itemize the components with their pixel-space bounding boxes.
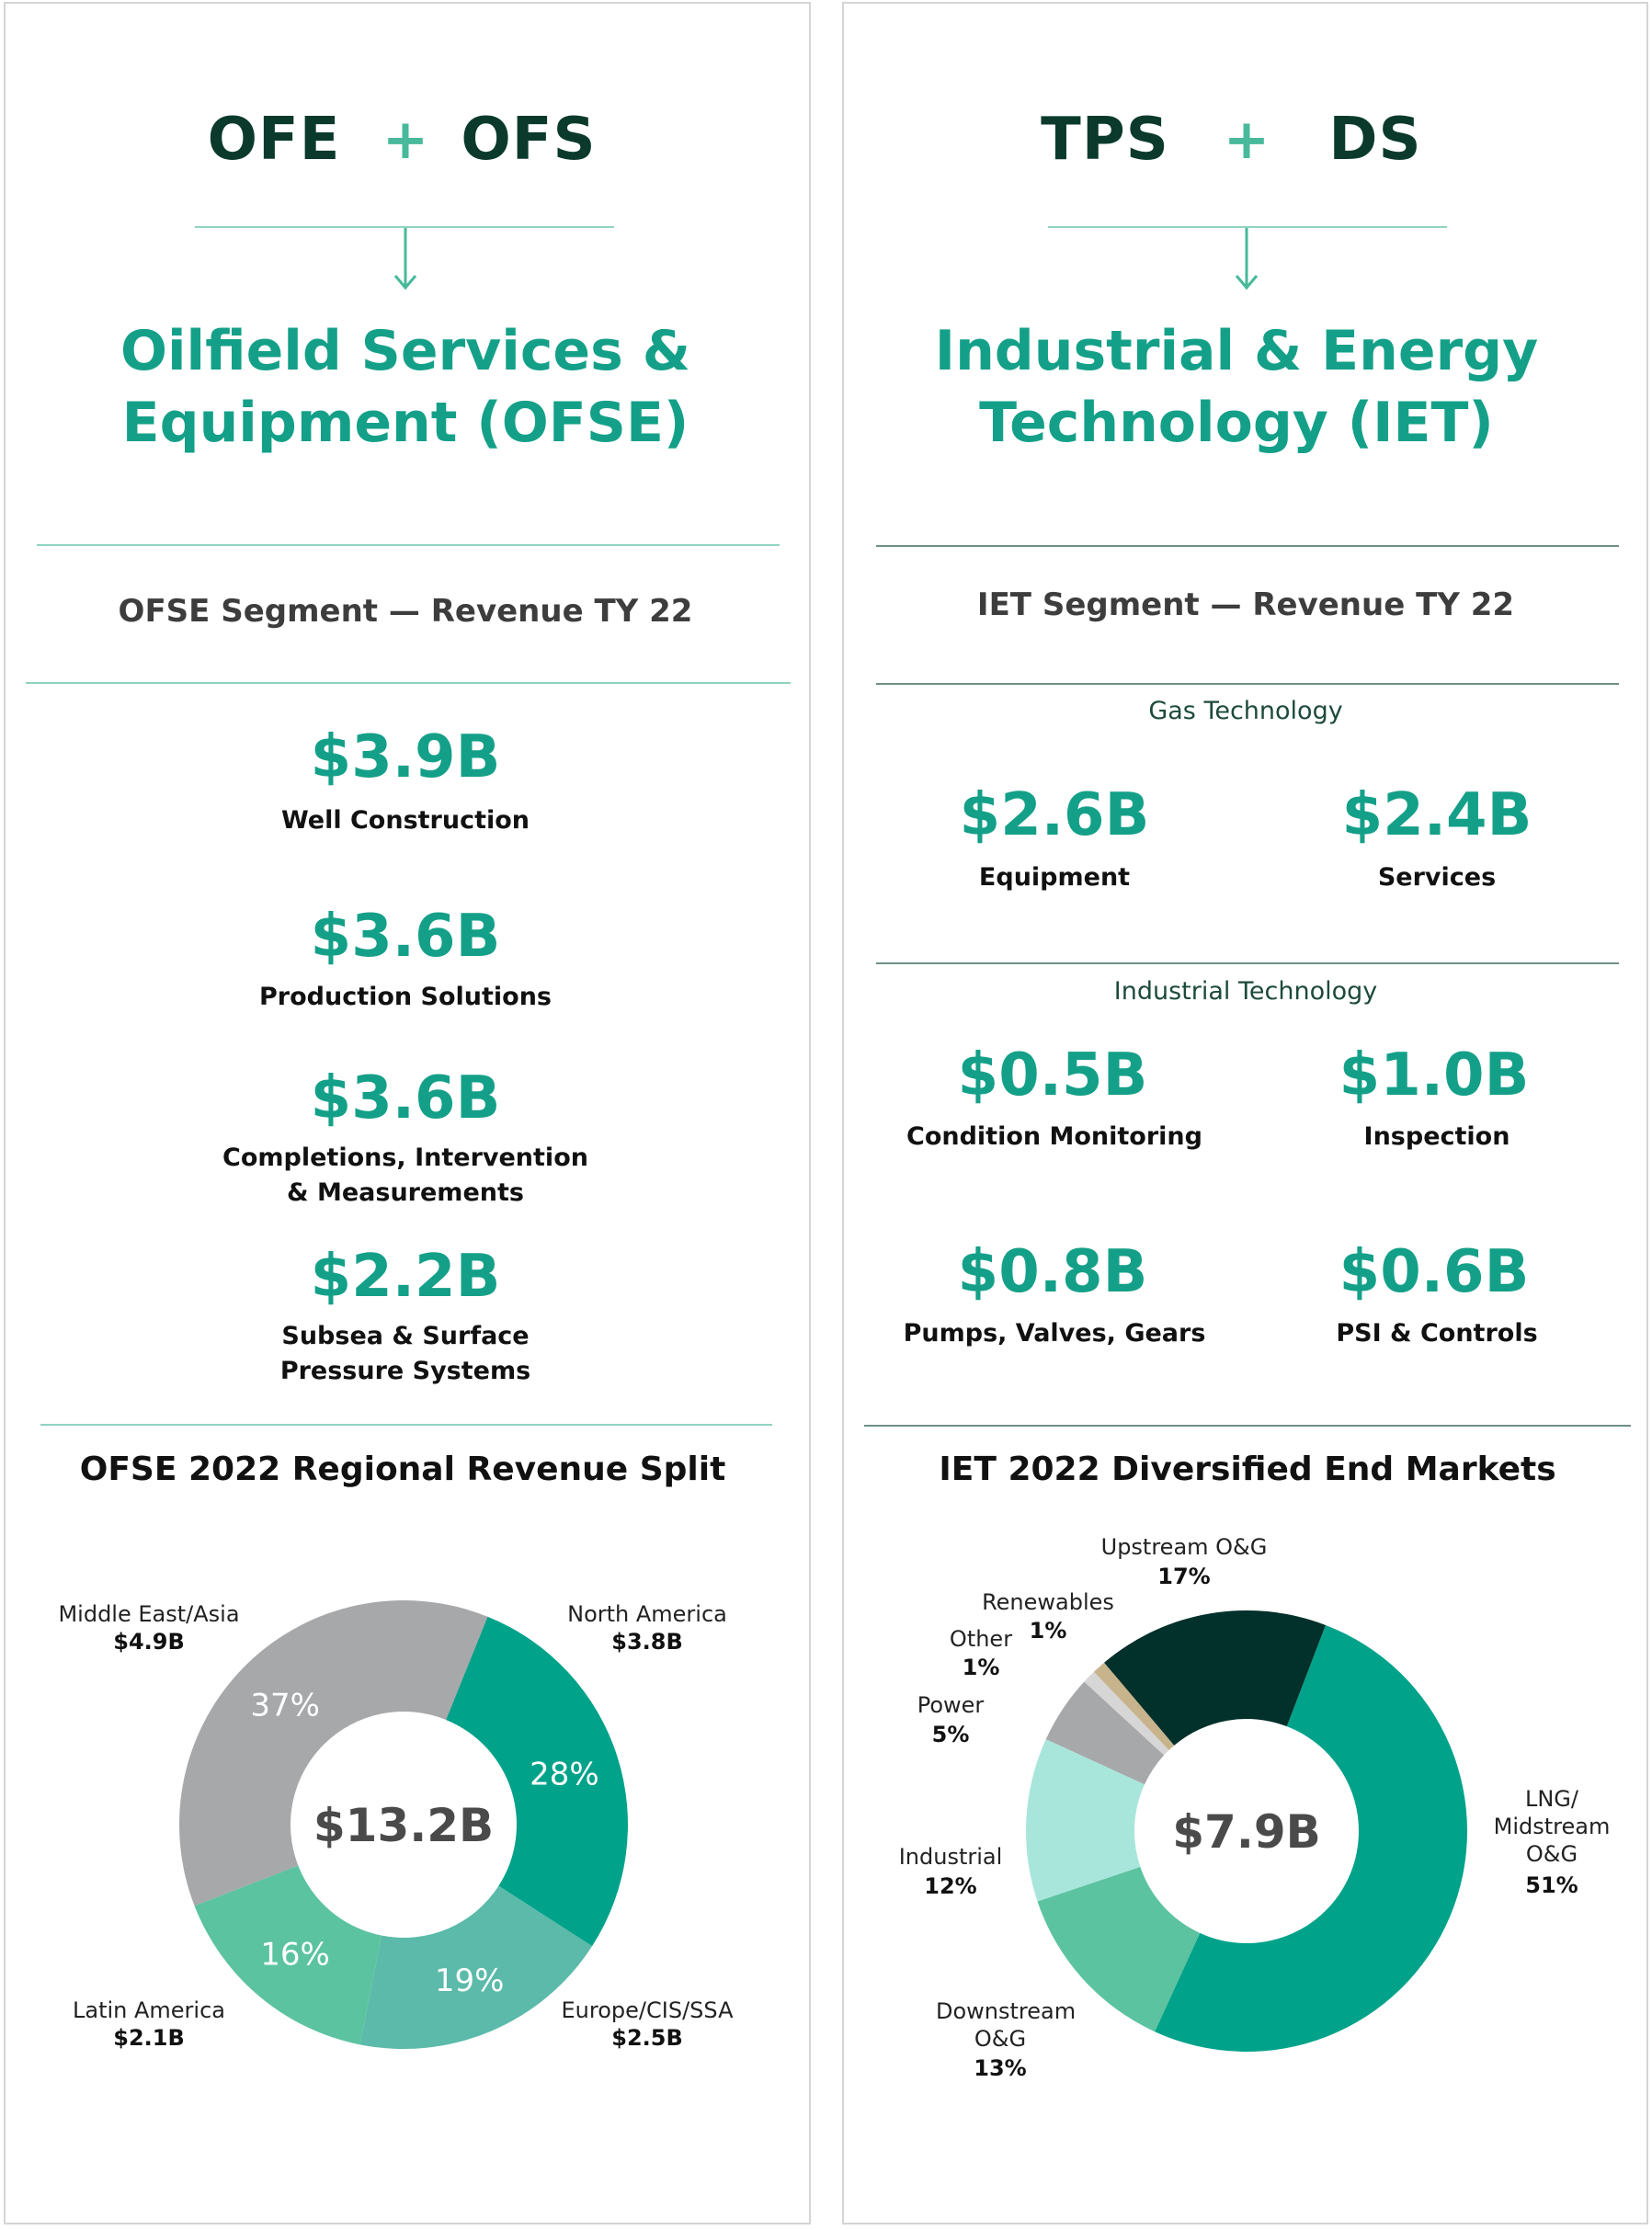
ds-label: DS bbox=[1328, 106, 1422, 174]
divider bbox=[876, 683, 1619, 685]
iet-title-line1: Industrial & Energy bbox=[934, 319, 1539, 383]
ofs-label: OFS bbox=[461, 106, 597, 174]
label-north-america: North America bbox=[567, 1601, 727, 1627]
arrow-down-icon bbox=[1235, 228, 1259, 290]
pct-power: 5% bbox=[931, 1722, 970, 1747]
condition-monitoring-value: $0.5B bbox=[957, 1041, 1148, 1109]
pct-upstream: 17% bbox=[1157, 1564, 1211, 1589]
condition-monitoring-label: Condition Monitoring bbox=[906, 1122, 1202, 1151]
inspection-value: $1.0B bbox=[1339, 1041, 1530, 1109]
gas-equipment-label: Equipment bbox=[978, 863, 1131, 892]
divider bbox=[40, 1424, 772, 1426]
ofse-title-line1: Oilfield Services & bbox=[120, 319, 691, 383]
industrial-technology-title: Industrial Technology bbox=[1113, 977, 1378, 1006]
label-industrial: Industrial bbox=[898, 1844, 1003, 1870]
ofse-donut-chart: 28% 19% 16% 37% $13.2B bbox=[178, 1599, 629, 2049]
divider bbox=[876, 545, 1619, 547]
completions-label-line2: & Measurements bbox=[287, 1178, 524, 1207]
amount-middle-east-asia: $4.9B bbox=[113, 1629, 185, 1655]
ofse-segment-title: OFSE Segment — Revenue TY 22 bbox=[118, 593, 693, 630]
slice-pct-label: 28% bbox=[530, 1757, 599, 1793]
divider bbox=[26, 682, 791, 684]
slice-renewables bbox=[1093, 1662, 1175, 1750]
amount-north-america: $3.8B bbox=[611, 1629, 683, 1655]
plus-icon: + bbox=[382, 108, 429, 172]
label-power: Power bbox=[917, 1692, 985, 1718]
pct-industrial: 12% bbox=[924, 1873, 977, 1899]
slice-pct-label: 19% bbox=[435, 1963, 505, 1999]
label-other: Other bbox=[949, 1626, 1013, 1652]
gas-services-label: Services bbox=[1377, 863, 1497, 892]
completions-label-line1: Completions, Intervention bbox=[222, 1143, 588, 1172]
gas-equipment-value: $2.6B bbox=[959, 781, 1150, 849]
psi-controls-label: PSI & Controls bbox=[1336, 1319, 1538, 1348]
arrow-down-icon bbox=[393, 228, 417, 290]
divider bbox=[37, 544, 780, 546]
label-downstream: Downstream O&G bbox=[936, 1998, 1077, 2052]
well-construction-label: Well Construction bbox=[280, 806, 530, 835]
iet-segment-title: IET Segment — Revenue TY 22 bbox=[976, 586, 1515, 623]
label-latin-america: Latin America bbox=[73, 1997, 225, 2023]
production-solutions-value: $3.6B bbox=[310, 903, 501, 971]
subsea-label-line1: Subsea & Surface bbox=[281, 1322, 530, 1350]
label-lng-midstream: LNG/ Midstream O&G bbox=[1493, 1786, 1611, 1867]
slice-north-america bbox=[446, 1616, 629, 1947]
divider bbox=[195, 226, 614, 228]
iet-title-line2: Technology (IET) bbox=[979, 391, 1494, 455]
iet-panel bbox=[842, 2, 1648, 2224]
donut-center-total: $13.2B bbox=[313, 1799, 494, 1852]
slice-downstream-o-g bbox=[1037, 1866, 1201, 2032]
production-solutions-label: Production Solutions bbox=[258, 983, 553, 1011]
label-upstream: Upstream O&G bbox=[1100, 1534, 1268, 1560]
amount-europe-cis-ssa: $2.5B bbox=[611, 2025, 683, 2051]
pct-downstream: 13% bbox=[974, 2055, 1027, 2081]
label-renewables: Renewables bbox=[982, 1589, 1114, 1615]
ofse-panel bbox=[4, 2, 811, 2224]
slice-pct-label: 16% bbox=[260, 1937, 330, 1974]
inspection-label: Inspection bbox=[1363, 1122, 1510, 1151]
divider bbox=[1048, 226, 1447, 228]
well-construction-value: $3.9B bbox=[310, 723, 501, 791]
ofse-title-line2: Equipment (OFSE) bbox=[121, 391, 689, 455]
label-middle-east-asia: Middle East/Asia bbox=[58, 1601, 240, 1627]
slice-pct-label: 37% bbox=[250, 1687, 320, 1724]
subsea-label-line2: Pressure Systems bbox=[279, 1357, 531, 1385]
subsea-value: $2.2B bbox=[310, 1243, 501, 1311]
slice-power bbox=[1045, 1681, 1165, 1785]
pct-renewables: 1% bbox=[1029, 1618, 1067, 1644]
pct-lng-midstream: 51% bbox=[1525, 1872, 1578, 1898]
psi-controls-value: $0.6B bbox=[1339, 1238, 1530, 1306]
divider bbox=[864, 1425, 1631, 1427]
pct-other: 1% bbox=[962, 1655, 1000, 1680]
pumps-valves-gears-label: Pumps, Valves, Gears bbox=[903, 1319, 1206, 1348]
slice-middle-east-asia bbox=[178, 1599, 488, 1906]
ofse-chart-title: OFSE 2022 Regional Revenue Split bbox=[79, 1451, 726, 1488]
donut-center-total: $7.9B bbox=[1172, 1805, 1320, 1859]
slice-other bbox=[1084, 1671, 1169, 1756]
divider bbox=[876, 962, 1619, 964]
ofe-label: OFE bbox=[207, 106, 341, 174]
slice-industrial bbox=[1025, 1739, 1145, 1902]
completions-value: $3.6B bbox=[310, 1064, 501, 1132]
slice-lng-midstream-o-g bbox=[1155, 1624, 1468, 2053]
label-europe-cis-ssa: Europe/CIS/SSA bbox=[561, 1997, 734, 2023]
slice-latin-america bbox=[194, 1865, 382, 2045]
gas-services-value: $2.4B bbox=[1341, 781, 1532, 849]
pumps-valves-gears-value: $0.8B bbox=[957, 1238, 1148, 1306]
slice-europe-cis-ssa bbox=[359, 1885, 593, 2049]
gas-technology-title: Gas Technology bbox=[1148, 697, 1343, 725]
iet-donut-chart: $7.9B bbox=[1025, 1610, 1468, 2053]
tps-label: TPS bbox=[1041, 106, 1169, 174]
slice-upstream-o-g bbox=[1104, 1610, 1327, 1746]
iet-chart-title: IET 2022 Diversified End Markets bbox=[939, 1451, 1556, 1488]
plus-icon: + bbox=[1223, 108, 1270, 172]
amount-latin-america: $2.1B bbox=[113, 2025, 185, 2051]
